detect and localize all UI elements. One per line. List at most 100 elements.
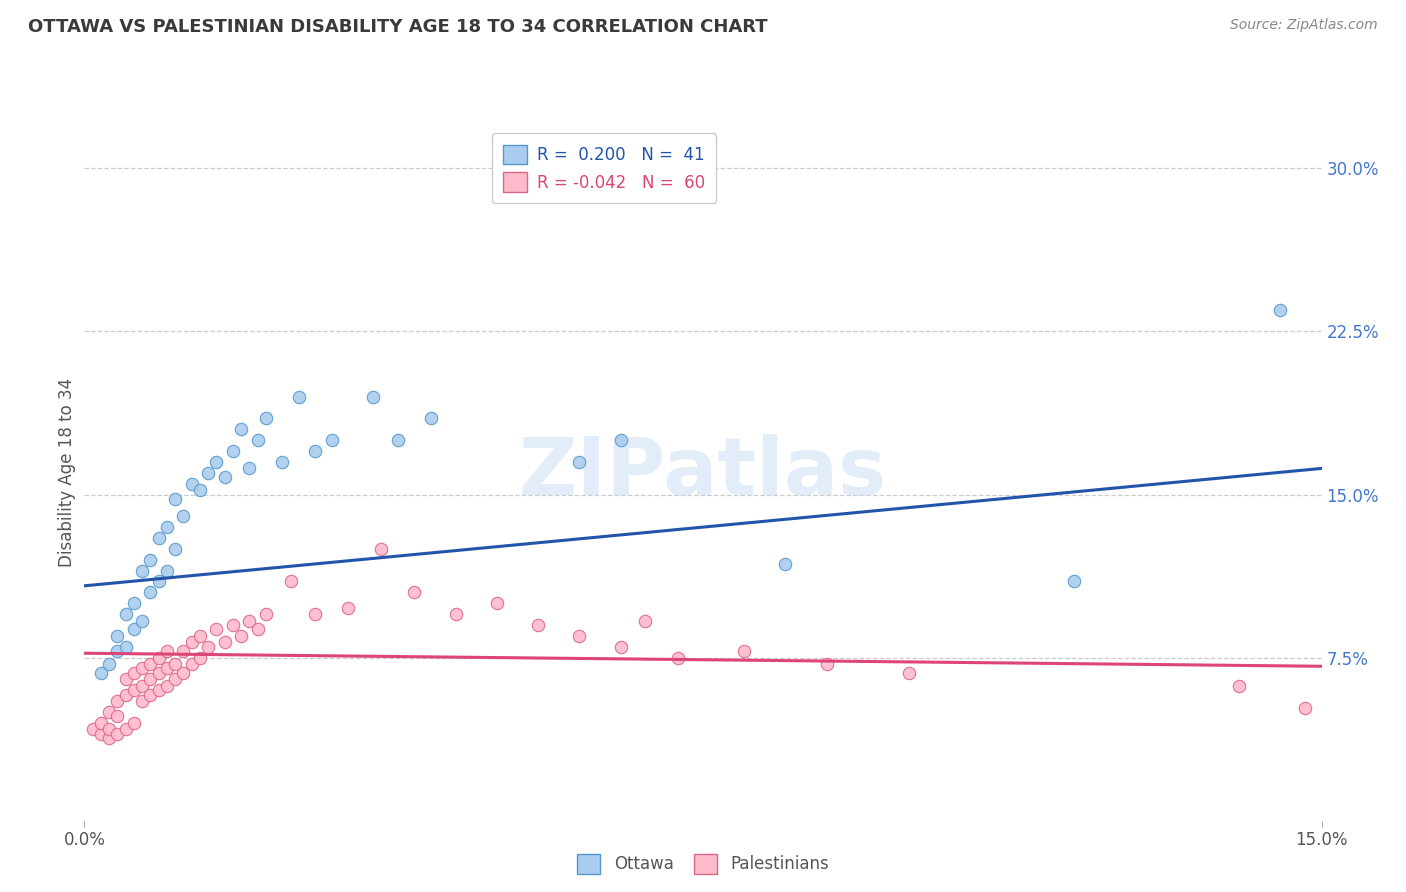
Point	[172, 665, 194, 680]
Point	[188, 650, 211, 665]
Point	[172, 644, 194, 658]
Point	[148, 650, 170, 665]
Point	[280, 574, 302, 589]
Point	[238, 461, 260, 475]
Y-axis label: Disability Age 18 to 34: Disability Age 18 to 34	[58, 378, 76, 567]
Point	[419, 411, 441, 425]
Point	[898, 665, 921, 680]
Point	[180, 635, 202, 649]
Point	[122, 623, 145, 637]
Point	[165, 541, 187, 556]
Point	[139, 688, 162, 702]
Point	[131, 614, 153, 628]
Point	[90, 715, 112, 730]
Point	[337, 600, 360, 615]
Point	[98, 657, 121, 671]
Point	[361, 390, 384, 404]
Point	[114, 673, 136, 687]
Point	[156, 564, 179, 578]
Point	[98, 723, 121, 737]
Point	[156, 644, 179, 658]
Point	[229, 629, 252, 643]
Point	[122, 683, 145, 698]
Point	[304, 444, 326, 458]
Point	[188, 483, 211, 498]
Point	[1294, 700, 1316, 714]
Point	[82, 723, 104, 737]
Point	[238, 614, 260, 628]
Point	[131, 661, 153, 675]
Point	[148, 683, 170, 698]
Point	[131, 694, 153, 708]
Point	[165, 657, 187, 671]
Point	[156, 520, 179, 534]
Point	[148, 665, 170, 680]
Point	[122, 665, 145, 680]
Point	[387, 433, 409, 447]
Point	[114, 640, 136, 654]
Point	[609, 640, 631, 654]
Point	[165, 673, 187, 687]
Point	[254, 411, 277, 425]
Point	[122, 596, 145, 610]
Point	[321, 433, 343, 447]
Point	[1063, 574, 1085, 589]
Point	[568, 455, 591, 469]
Legend: Ottawa, Palestinians: Ottawa, Palestinians	[568, 846, 838, 882]
Point	[666, 650, 689, 665]
Point	[733, 644, 755, 658]
Point	[1270, 302, 1292, 317]
Point	[105, 694, 128, 708]
Point	[609, 433, 631, 447]
Point	[197, 640, 219, 654]
Point	[114, 607, 136, 621]
Point	[131, 564, 153, 578]
Point	[205, 455, 228, 469]
Point	[634, 614, 657, 628]
Point	[105, 629, 128, 643]
Point	[114, 688, 136, 702]
Point	[1227, 679, 1250, 693]
Point	[197, 466, 219, 480]
Point	[180, 657, 202, 671]
Point	[156, 679, 179, 693]
Point	[139, 657, 162, 671]
Point	[254, 607, 277, 621]
Point	[222, 618, 245, 632]
Point	[205, 623, 228, 637]
Point	[568, 629, 591, 643]
Point	[214, 635, 236, 649]
Point	[105, 644, 128, 658]
Point	[172, 509, 194, 524]
Point	[122, 715, 145, 730]
Point	[165, 491, 187, 506]
Point	[815, 657, 838, 671]
Point	[304, 607, 326, 621]
Point	[90, 665, 112, 680]
Text: Source: ZipAtlas.com: Source: ZipAtlas.com	[1230, 18, 1378, 32]
Point	[131, 679, 153, 693]
Text: OTTAWA VS PALESTINIAN DISABILITY AGE 18 TO 34 CORRELATION CHART: OTTAWA VS PALESTINIAN DISABILITY AGE 18 …	[28, 18, 768, 36]
Point	[148, 531, 170, 545]
Point	[214, 470, 236, 484]
Point	[444, 607, 467, 621]
Point	[246, 433, 269, 447]
Point	[156, 661, 179, 675]
Point	[98, 731, 121, 745]
Point	[105, 709, 128, 723]
Point	[775, 557, 797, 571]
Point	[90, 726, 112, 740]
Point	[114, 723, 136, 737]
Point	[139, 552, 162, 567]
Point	[222, 444, 245, 458]
Point	[288, 390, 311, 404]
Point	[271, 455, 294, 469]
Point	[105, 726, 128, 740]
Point	[485, 596, 508, 610]
Point	[148, 574, 170, 589]
Point	[527, 618, 550, 632]
Text: ZIPatlas: ZIPatlas	[519, 434, 887, 512]
Point	[246, 623, 269, 637]
Point	[180, 476, 202, 491]
Point	[139, 585, 162, 599]
